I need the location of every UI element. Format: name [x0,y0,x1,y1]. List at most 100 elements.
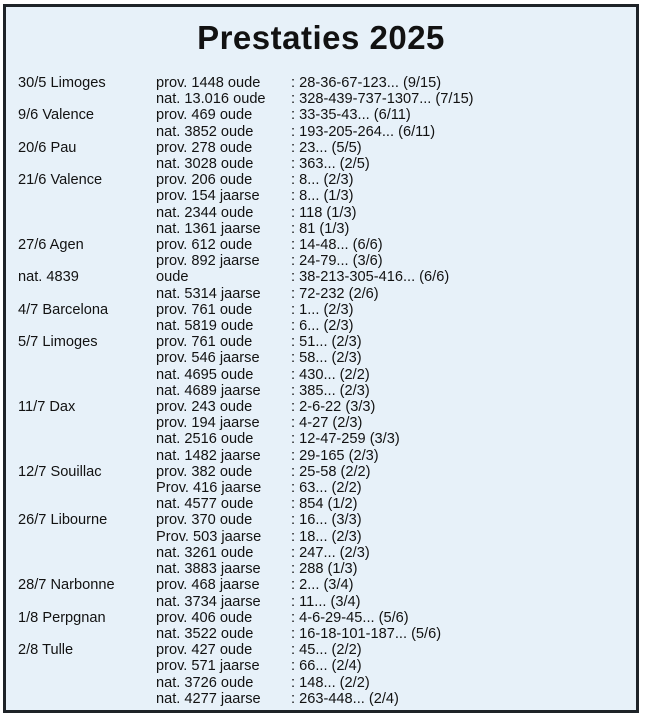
row-result: : 38-213-305-416... (6/6) [291,269,450,286]
row-result: : 8... (2/3) [291,172,354,189]
row-result: : 58... (2/3) [291,350,362,367]
row-event: 11/7 Dax [18,399,76,416]
row-category: oude [156,269,189,286]
row-event [18,658,156,674]
row-result: : 12-47-259 (3/3) [291,431,400,448]
table-row: 4/7 Barcelona prov. 761 oude : 1... (2/3… [18,302,630,318]
row-category: nat. 13.016 oude [156,91,266,108]
row-category: nat. 4277 jaarse [156,690,261,707]
page-title: Prestaties 2025 [197,19,445,56]
table-row: Prov. 416 jaarse : 63... (2/2) [18,480,630,496]
row-category: prov. 243 oude [156,399,253,416]
table-row: nat. 5314 jaarse : 72-232 (2/6) [18,286,630,302]
row-result: : 6... (2/3) [291,318,354,335]
table-row: nat. 4695 oude : 430... (2/2) [18,367,630,383]
row-result: : 4-27 (2/3) [291,415,363,432]
row-result: : 72-232 (2/6) [291,285,379,302]
table-row: nat. 4689 jaarse : 385... (2/3) [18,383,630,399]
table-row: nat. 3734 jaarse : 11... (3/4) [18,594,630,610]
row-category: prov. 370 oude [156,512,253,529]
row-result: : 18... (2/3) [291,528,362,545]
row-result: : 51... (2/3) [291,334,362,351]
row-result: : 2-6-22 (3/3) [291,399,376,416]
table-row: 5/7 Limoges prov. 761 oude : 51... (2/3) [18,334,630,350]
table-row: Prov. 503 jaarse : 18... (2/3) [18,529,630,545]
row-result: : 328-439-737-1307... (7/15) [291,91,474,108]
row-event: 30/5 Limoges [18,75,106,91]
row-event: nat. 4839 [18,269,79,286]
row-event [18,383,156,399]
row-category: nat. 3726 oude [156,674,254,691]
table-row: prov. 154 jaarse : 8... (1/3) [18,188,630,204]
row-event: 4/7 Barcelona [18,301,109,318]
row-category: prov. 892 jaarse [156,253,260,270]
row-event: 21/6 Valence [18,172,103,189]
row-result: : 430... (2/2) [291,366,370,383]
row-event [18,350,156,366]
row-result: : 33-35-43... (6/11) [291,107,411,124]
row-category: prov. 468 jaarse [156,577,260,594]
row-result: : 66... (2/4) [291,658,362,675]
row-result: : 148... (2/2) [291,674,370,691]
row-result: : 23... (5/5) [291,139,362,156]
row-result: : 1... (2/3) [291,301,354,318]
row-event [18,691,156,707]
row-category: prov. 382 oude [156,463,253,480]
row-category: nat. 3522 oude [156,625,254,642]
row-category: prov. 546 jaarse [156,350,260,367]
row-event [18,124,156,140]
row-event [18,480,156,496]
row-category: prov. 612 oude [156,237,253,254]
row-category: Prov. 416 jaarse [156,480,262,497]
row-category: prov. 1448 oude [156,75,261,91]
table-row: 28/7 Narbonne prov. 468 jaarse : 2... (3… [18,577,630,593]
table-row: 11/7 Dax prov. 243 oude : 2-6-22 (3/3) [18,399,630,415]
row-category: Prov. 503 jaarse [156,528,262,545]
row-event [18,594,156,610]
table-row: 21/6 Valence prov. 206 oude : 8... (2/3) [18,172,630,188]
row-event [18,221,156,237]
table-row: nat. 2344 oude : 118 (1/3) [18,205,630,221]
table-row: nat. 4839 oude : 38-213-305-416... (6/6) [18,269,630,285]
row-event [18,156,156,172]
row-category: nat. 4577 oude [156,496,254,513]
row-event [18,318,156,334]
row-result: : 118 (1/3) [291,204,357,221]
row-category: prov. 427 oude [156,642,253,659]
row-result: : 45... (2/2) [291,642,362,659]
row-event: 26/7 Libourne [18,512,108,529]
table-row: nat. 13.016 oude : 328-439-737-1307... (… [18,91,630,107]
results-table: 30/5 Limoges prov. 1448 oude : 28-36-67-… [6,75,636,707]
row-result: : 247... (2/3) [291,544,370,561]
row-category: nat. 3734 jaarse [156,593,261,610]
table-row: nat. 5819 oude : 6... (2/3) [18,318,630,334]
table-row: 2/8 Tulle prov. 427 oude : 45... (2/2) [18,642,630,658]
row-event [18,545,156,561]
table-row: nat. 3852 oude : 193-205-264... (6/11) [18,124,630,140]
row-event [18,253,156,269]
row-category: prov. 206 oude [156,172,253,189]
row-event: 2/8 Tulle [18,642,74,659]
table-row: 9/6 Valence prov. 469 oude : 33-35-43...… [18,107,630,123]
row-category: nat. 2344 oude [156,204,254,221]
results-panel: Prestaties 2025 30/5 Limoges prov. 1448 … [3,4,639,713]
row-category: nat. 3883 jaarse [156,561,261,578]
row-category: prov. 469 oude [156,107,253,124]
row-category: nat. 4689 jaarse [156,382,261,399]
row-event [18,626,156,642]
row-event [18,415,156,431]
table-row: prov. 194 jaarse : 4-27 (2/3) [18,415,630,431]
row-category: nat. 3852 oude [156,123,254,140]
row-event: 9/6 Valence [18,107,94,124]
table-row: 26/7 Libourne prov. 370 oude : 16... (3/… [18,512,630,528]
table-row: prov. 546 jaarse : 58... (2/3) [18,350,630,366]
row-category: prov. 278 oude [156,139,253,156]
row-result: : 24-79... (3/6) [291,253,383,270]
row-category: nat. 4695 oude [156,366,254,383]
table-row: nat. 3261 oude : 247... (2/3) [18,545,630,561]
table-row: 30/5 Limoges prov. 1448 oude : 28-36-67-… [18,75,630,91]
table-row: nat. 3028 oude : 363... (2/5) [18,156,630,172]
row-result: : 263-448... (2/4) [291,690,399,707]
row-event: 1/8 Perpgnan [18,609,106,626]
row-category: prov. 761 oude [156,301,253,318]
